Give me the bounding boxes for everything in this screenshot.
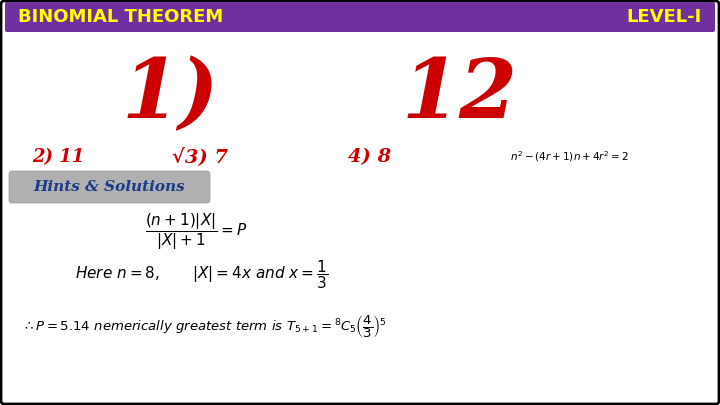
FancyBboxPatch shape [9,171,210,203]
Bar [7,4,713,30]
Text: $\dfrac{(n+1)|X|}{|X|+1} = P$: $\dfrac{(n+1)|X|}{|X|+1} = P$ [145,212,248,252]
Text: $\mathit{Here}\ n = 8, \qquad |X| = 4x\ \mathit{and}\ x = \dfrac{1}{3}$: $\mathit{Here}\ n = 8, \qquad |X| = 4x\ … [75,259,328,291]
Text: $n^2-(4r+1)n+4r^2=2$: $n^2-(4r+1)n+4r^2=2$ [510,149,629,164]
Text: BINOMIAL THEOREM: BINOMIAL THEOREM [18,8,223,26]
FancyBboxPatch shape [5,2,715,32]
Text: 12: 12 [402,55,518,135]
Text: LEVEL-I: LEVEL-I [626,8,702,26]
Text: 2) 11: 2) 11 [32,148,84,166]
Text: $\therefore P = 5.14\ \mathit{nemerically\ greatest\ term\ is}\ T_{5+1} = {}^{8}: $\therefore P = 5.14\ \mathit{nemericall… [22,313,387,341]
Text: 1): 1) [121,55,219,135]
Text: 4) 8: 4) 8 [348,148,392,166]
Text: Hints & Solutions: Hints & Solutions [33,180,185,194]
Text: √3) 7: √3) 7 [172,147,228,166]
